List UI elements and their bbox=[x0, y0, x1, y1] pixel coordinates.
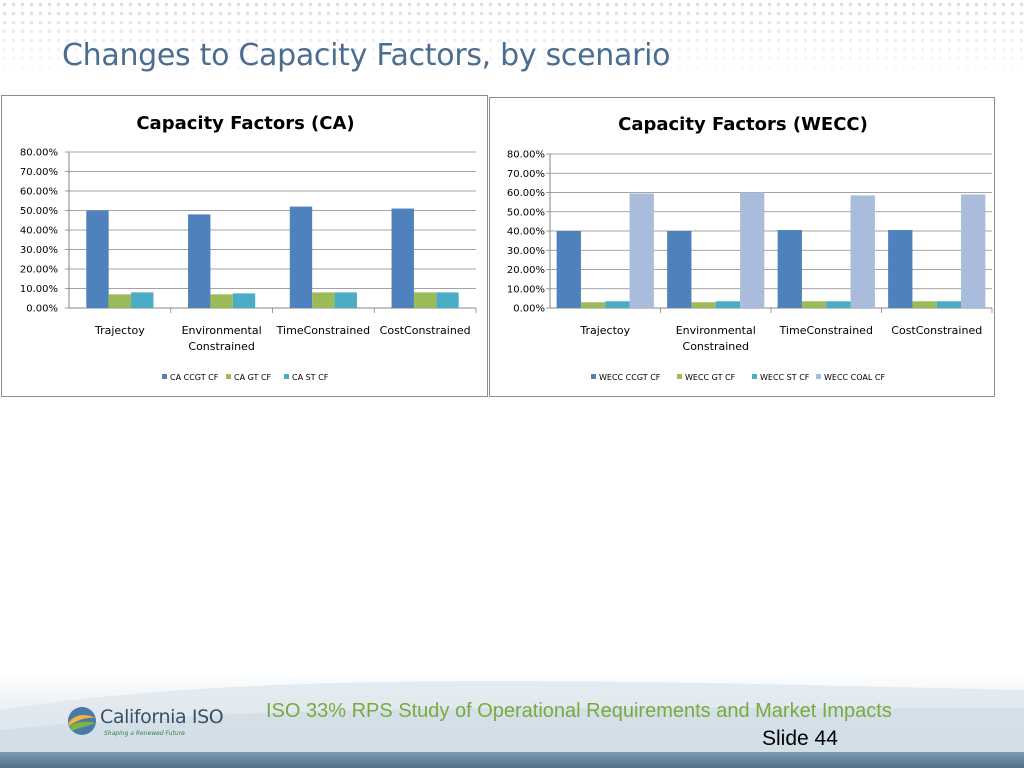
legend-label: WECC CCGT CF bbox=[599, 373, 661, 382]
legend-label: CA ST CF bbox=[292, 373, 329, 382]
bar bbox=[556, 231, 581, 308]
y-tick-label: 70.00% bbox=[507, 169, 545, 180]
y-tick-label: 30.00% bbox=[507, 246, 545, 257]
y-tick-label: 20.00% bbox=[20, 265, 58, 276]
bar bbox=[391, 208, 414, 308]
slide-title: Changes to Capacity Factors, by scenario bbox=[62, 38, 671, 73]
footer-bar bbox=[0, 752, 1024, 768]
x-category-label: TimeConstrained bbox=[276, 324, 370, 337]
y-tick-label: 10.00% bbox=[20, 284, 58, 295]
bar bbox=[334, 292, 357, 308]
legend-swatch bbox=[752, 374, 757, 379]
y-tick-label: 80.00% bbox=[20, 148, 58, 159]
bar bbox=[605, 301, 630, 308]
x-category-label: Constrained bbox=[683, 340, 749, 353]
bar bbox=[777, 230, 802, 308]
logo-name: California ISO bbox=[100, 706, 224, 728]
bar bbox=[629, 193, 654, 308]
bar bbox=[131, 292, 154, 308]
legend-swatch bbox=[284, 374, 289, 379]
y-tick-label: 40.00% bbox=[507, 227, 545, 238]
slide-number: Slide 44 bbox=[762, 727, 838, 750]
logo-tagline: Shaping a Renewed Future bbox=[104, 730, 185, 737]
bar bbox=[289, 206, 313, 308]
bar bbox=[740, 192, 765, 308]
y-tick-label: 40.00% bbox=[20, 226, 58, 237]
x-category-label: CostConstrained bbox=[380, 324, 471, 337]
y-tick-label: 0.00% bbox=[26, 304, 58, 315]
chart-title: Capacity Factors (CA) bbox=[136, 113, 354, 134]
legend-label: CA CCGT CF bbox=[170, 373, 219, 382]
chart-ca: Capacity Factors (CA) 0.00% 10.00% 20.00% 30… bbox=[20, 113, 477, 382]
legend-swatch bbox=[226, 374, 231, 379]
bar bbox=[691, 302, 716, 308]
bar bbox=[188, 214, 211, 308]
bar bbox=[436, 292, 459, 308]
x-category-label: Trajectoy bbox=[94, 324, 145, 337]
bar bbox=[210, 294, 233, 308]
y-tick-label: 60.00% bbox=[20, 187, 58, 198]
chart-panel-ca: Capacity Factors (CA) 0.00% 10.00% 20.00% 30… bbox=[1, 95, 488, 397]
legend-label: WECC ST CF bbox=[760, 373, 810, 382]
footer-study-title: ISO 33% RPS Study of Operational Require… bbox=[266, 700, 892, 722]
bar bbox=[108, 294, 132, 308]
legend-label: CA GT CF bbox=[234, 373, 272, 382]
bar bbox=[826, 301, 851, 308]
legend-swatch bbox=[816, 374, 821, 379]
bar bbox=[667, 231, 692, 308]
legend-label: WECC GT CF bbox=[685, 373, 736, 382]
chart-wecc: Capacity Factors (WECC) 0.00% 10.00% 20.00%… bbox=[507, 114, 993, 382]
x-category-label: Trajectoy bbox=[579, 324, 630, 337]
y-tick-label: 30.00% bbox=[20, 245, 58, 256]
y-tick-label: 70.00% bbox=[20, 167, 58, 178]
y-tick-label: 60.00% bbox=[507, 188, 545, 199]
y-tick-label: 50.00% bbox=[20, 206, 58, 217]
y-tick-label: 20.00% bbox=[507, 265, 545, 276]
bar bbox=[850, 195, 875, 308]
bar bbox=[961, 194, 986, 308]
header-fade bbox=[0, 0, 1024, 80]
bar bbox=[413, 292, 437, 308]
chart-title: Capacity Factors (WECC) bbox=[618, 114, 868, 135]
y-tick-label: 0.00% bbox=[513, 304, 545, 315]
x-category-label: TimeConstrained bbox=[779, 324, 873, 337]
bar bbox=[912, 301, 937, 308]
legend-swatch bbox=[591, 374, 596, 379]
x-category-label: CostConstrained bbox=[891, 324, 982, 337]
bar bbox=[232, 293, 256, 308]
bar bbox=[801, 301, 827, 308]
x-category-label: Environmental bbox=[182, 324, 262, 337]
bar bbox=[936, 301, 962, 308]
y-tick-label: 50.00% bbox=[507, 207, 545, 218]
logo-emblem-icon bbox=[68, 707, 96, 735]
bar bbox=[580, 302, 606, 308]
x-category-label: Constrained bbox=[188, 340, 254, 353]
legend-swatch bbox=[677, 374, 682, 379]
bar bbox=[715, 301, 741, 308]
bar bbox=[312, 292, 335, 308]
legend-swatch bbox=[162, 374, 167, 379]
bar bbox=[888, 230, 913, 308]
legend-label: WECC COAL CF bbox=[824, 373, 885, 382]
california-iso-logo: California ISO Shaping a Renewed Future bbox=[66, 704, 226, 744]
y-tick-label: 10.00% bbox=[507, 284, 545, 295]
y-tick-label: 80.00% bbox=[507, 150, 545, 161]
chart-panel-wecc: Capacity Factors (WECC) 0.00% 10.00% 20.00%… bbox=[489, 97, 995, 397]
bar bbox=[86, 210, 109, 308]
x-category-label: Environmental bbox=[676, 324, 756, 337]
